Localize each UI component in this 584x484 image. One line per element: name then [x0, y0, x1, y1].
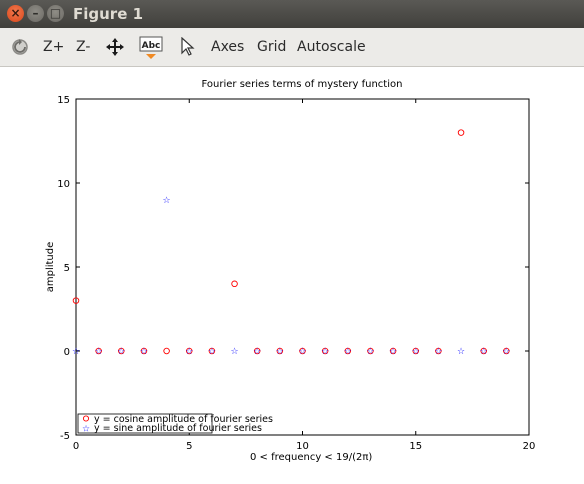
sine-point: ☆ [231, 347, 239, 357]
sine-point: ☆ [253, 347, 261, 357]
autoscale-button[interactable]: Autoscale [297, 39, 366, 55]
cosine-point [321, 347, 329, 355]
cosine-point [389, 347, 397, 355]
cosine-point [480, 347, 487, 355]
text-annotation-icon[interactable]: Abc [139, 36, 163, 64]
cosine-point [367, 347, 374, 355]
y-tick-label: 5 [64, 263, 70, 274]
plot-area[interactable]: Fourier series terms of mystery function… [0, 68, 584, 480]
axes-button[interactable]: Axes [211, 39, 245, 55]
title-bar: × – □ Figure 1 [0, 0, 584, 28]
scatter-chart: Fourier series terms of mystery function… [45, 79, 535, 463]
pointer-icon[interactable] [180, 36, 196, 61]
toolbar: Z+ Z- Abc Axes Grid Autoscale [0, 28, 584, 67]
legend-cosine-label: y = cosine amplitude of fourier series [94, 414, 273, 425]
sine-point: ☆ [366, 347, 374, 357]
legend: y = cosine amplitude of fourier series ☆… [77, 413, 273, 435]
cosine-point [299, 347, 306, 355]
sine-point: ☆ [412, 347, 420, 357]
sine-point: ☆ [389, 347, 397, 357]
chart-title: Fourier series terms of mystery function [202, 79, 403, 90]
data-points: ☆ ☆ ☆ ☆ ☆ ☆ ☆ ☆ ☆ ☆ ☆ ☆ ☆ ☆ ☆ ☆ ☆ ☆ ☆ ☆ [72, 129, 510, 357]
sine-point: ☆ [95, 347, 103, 357]
cosine-point [118, 347, 125, 355]
close-icon[interactable]: × [7, 5, 24, 22]
sine-point: ☆ [276, 347, 284, 357]
minimize-icon[interactable]: – [27, 5, 44, 22]
sine-point: ☆ [344, 347, 352, 357]
zoom-out-button[interactable]: Z- [76, 39, 91, 55]
y-tick-label: 10 [57, 179, 70, 190]
grid-button[interactable]: Grid [257, 39, 287, 55]
sine-point: ☆ [208, 347, 216, 357]
y-axis-label: amplitude [45, 242, 56, 293]
zoom-in-button[interactable]: Z+ [43, 39, 65, 55]
text-icon-label: Abc [142, 41, 161, 51]
sine-point: ☆ [72, 347, 80, 357]
sine-point: ☆ [321, 347, 329, 357]
sine-point: ☆ [298, 347, 306, 357]
cosine-point [253, 347, 261, 355]
cosine-point [72, 297, 80, 304]
window-title: Figure 1 [73, 5, 144, 23]
cosine-point [231, 280, 238, 288]
sine-point: ☆ [117, 347, 125, 357]
cosine-point [435, 347, 442, 355]
cosine-point [208, 347, 216, 355]
maximize-icon[interactable]: □ [47, 5, 64, 22]
sine-point: ☆ [502, 347, 510, 357]
cosine-point [503, 347, 510, 355]
y-tick-label: -5 [60, 431, 70, 442]
cosine-point [163, 347, 170, 355]
sine-point: ☆ [163, 196, 171, 206]
axes-frame [75, 98, 530, 436]
y-tick-label: 15 [57, 95, 70, 106]
sine-point: ☆ [434, 347, 442, 357]
sine-point: ☆ [457, 347, 465, 357]
cosine-point [276, 347, 284, 355]
legend-sine-marker: ☆ [82, 425, 90, 435]
legend-box [77, 413, 213, 434]
legend-sine-label: y = sine amplitude of fourier series [94, 423, 262, 434]
cosine-point [344, 347, 352, 355]
x-tick-label: 20 [523, 441, 536, 452]
x-tick-label: 5 [186, 441, 192, 452]
rotate-icon[interactable] [10, 37, 30, 61]
cosine-point [140, 347, 148, 355]
x-tick-label: 15 [409, 441, 422, 452]
cosine-point [457, 129, 465, 136]
move-arrows-icon[interactable] [105, 37, 125, 61]
x-axis-label: 0 < frequency < 19/(2π) [250, 452, 372, 463]
sine-point: ☆ [480, 347, 488, 357]
sine-point: ☆ [140, 347, 148, 357]
y-tick-label: 0 [64, 347, 70, 358]
sine-point: ☆ [185, 347, 193, 357]
x-tick-label: 0 [73, 441, 79, 452]
cosine-point [95, 347, 102, 355]
x-tick-label: 10 [296, 441, 309, 452]
cosine-point [412, 347, 420, 355]
cosine-point [185, 347, 193, 355]
legend-cosine-marker [82, 415, 90, 422]
